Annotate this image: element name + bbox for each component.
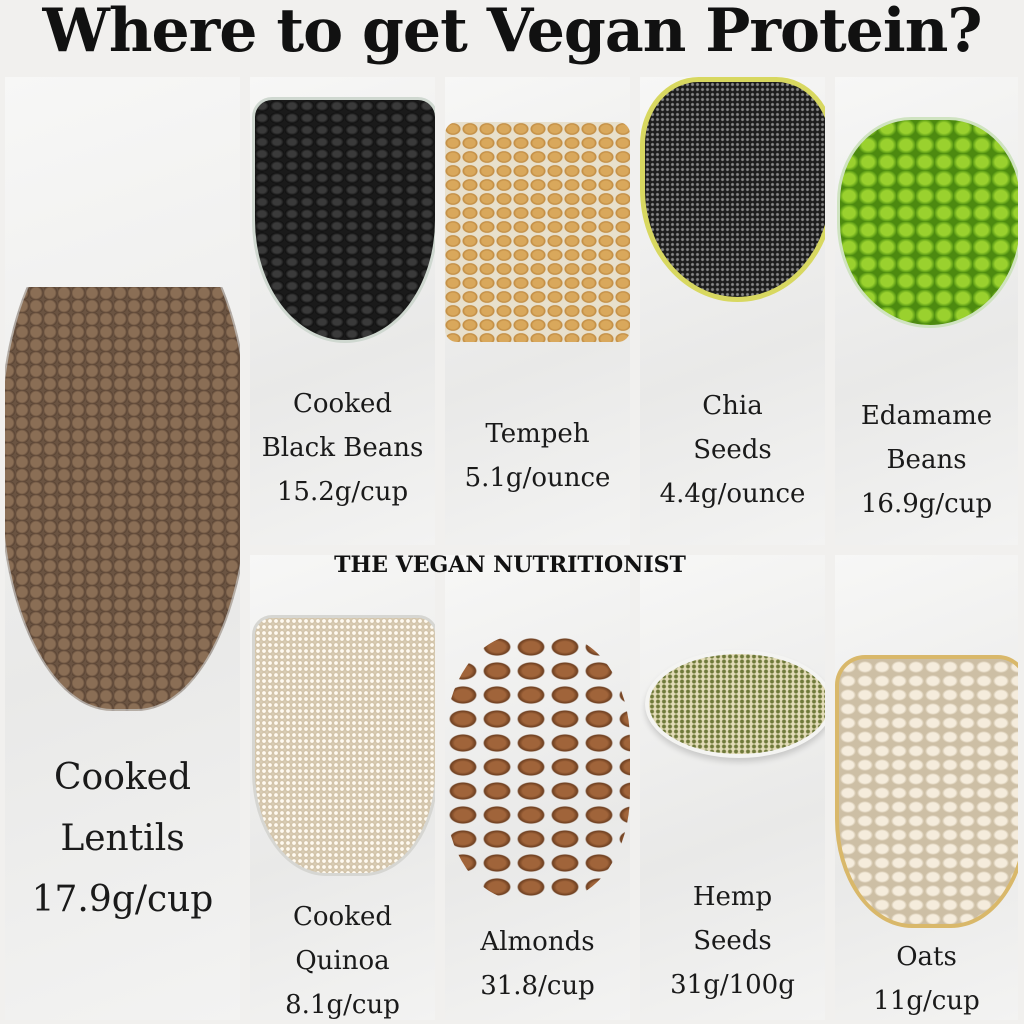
edamame-image [837,117,1018,328]
panel-hemp: Hemp Seeds 31g/100g [640,555,825,1020]
panel-tempeh: Tempeh 5.1g/ounce [445,77,630,545]
tempeh-image [445,122,630,342]
hemp-seeds-image [645,650,825,758]
panel-almonds: Almonds 31.8/cup [445,555,630,1020]
black-beans-label: Cooked Black Beans 15.2g/cup [250,382,435,514]
lentils-label: Cooked Lentils 17.9g/cup [5,747,240,930]
oats-image [835,655,1018,928]
almonds-image [445,635,630,900]
oats-label: Oats 11g/cup [835,935,1018,1020]
food-name: Quinoa [295,946,390,976]
food-name: Cooked [293,902,392,932]
chia-seeds-image [640,77,825,302]
panel-edamame: Edamame Beans 16.9g/cup [835,77,1018,545]
protein-amount: 15.2g/cup [276,477,409,507]
tempeh-label: Tempeh 5.1g/ounce [445,412,630,500]
food-name: Black Beans [261,433,424,463]
almonds-label: Almonds 31.8/cup [445,920,630,1008]
protein-amount: 4.4g/ounce [659,479,806,509]
quinoa-image [252,615,435,876]
food-name: Cooked [293,389,392,419]
panel-oats: Oats 11g/cup [835,555,1018,1020]
protein-amount: 8.1g/cup [285,990,400,1020]
panel-quinoa: Cooked Quinoa 8.1g/cup [250,555,435,1020]
protein-amount: 17.9g/cup [31,879,214,920]
quinoa-label: Cooked Quinoa 8.1g/cup [250,895,435,1020]
food-name: Lentils [60,818,185,859]
lentils-image [5,287,240,711]
food-name: Chia [702,391,763,421]
protein-amount: 11g/cup [873,986,980,1016]
protein-amount: 5.1g/ounce [464,463,611,493]
panel-lentils: Cooked Lentils 17.9g/cup [5,77,240,1020]
chia-label: Chia Seeds 4.4g/ounce [640,384,825,516]
brand-watermark: THE VEGAN NUTRITIONIST [334,552,686,578]
food-name: Tempeh [485,419,590,449]
protein-amount: 16.9g/cup [860,489,993,519]
food-name: Seeds [693,926,772,956]
protein-amount: 31.8/cup [480,971,595,1001]
protein-amount: 31g/100g [670,970,795,1000]
panel-black-beans: Cooked Black Beans 15.2g/cup [250,77,435,545]
panel-chia: Chia Seeds 4.4g/ounce [640,77,825,545]
edamame-label: Edamame Beans 16.9g/cup [835,394,1018,526]
food-name: Edamame [860,401,993,431]
food-name: Almonds [480,927,595,957]
page-title: Where to get Vegan Protein? [42,0,983,66]
food-name: Oats [896,942,957,972]
food-name: Hemp [692,882,773,912]
hemp-label: Hemp Seeds 31g/100g [640,875,825,1007]
black-beans-image [252,97,435,343]
food-name: Beans [886,445,967,475]
food-name: Seeds [693,435,772,465]
food-name: Cooked [53,757,192,798]
